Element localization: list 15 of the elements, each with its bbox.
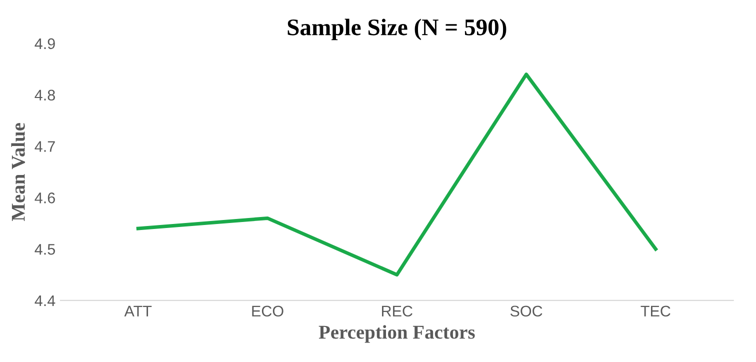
chart-title: Sample Size (N = 590)	[288, 18, 506, 40]
y-tick-label: 4.5	[34, 244, 55, 255]
y-tick-label: 4.4	[34, 295, 56, 306]
x-tick-label: ECO	[252, 306, 284, 317]
y-tick-label: 4.7	[34, 141, 55, 152]
y-tick-label: 4.9	[34, 38, 55, 50]
x-axis-title: Perception Factors	[318, 325, 475, 343]
line-series	[136, 72, 658, 276]
x-tick-label: REC	[382, 306, 412, 317]
x-tick-label: TEC	[640, 306, 670, 317]
y-tick-label: 4.6	[34, 192, 55, 204]
y-tick-label: 4.8	[34, 90, 55, 101]
x-tick-label: SOC	[510, 306, 542, 317]
x-tick-label: ATT	[124, 306, 152, 316]
y-axis-title: Mean Value	[11, 123, 25, 222]
